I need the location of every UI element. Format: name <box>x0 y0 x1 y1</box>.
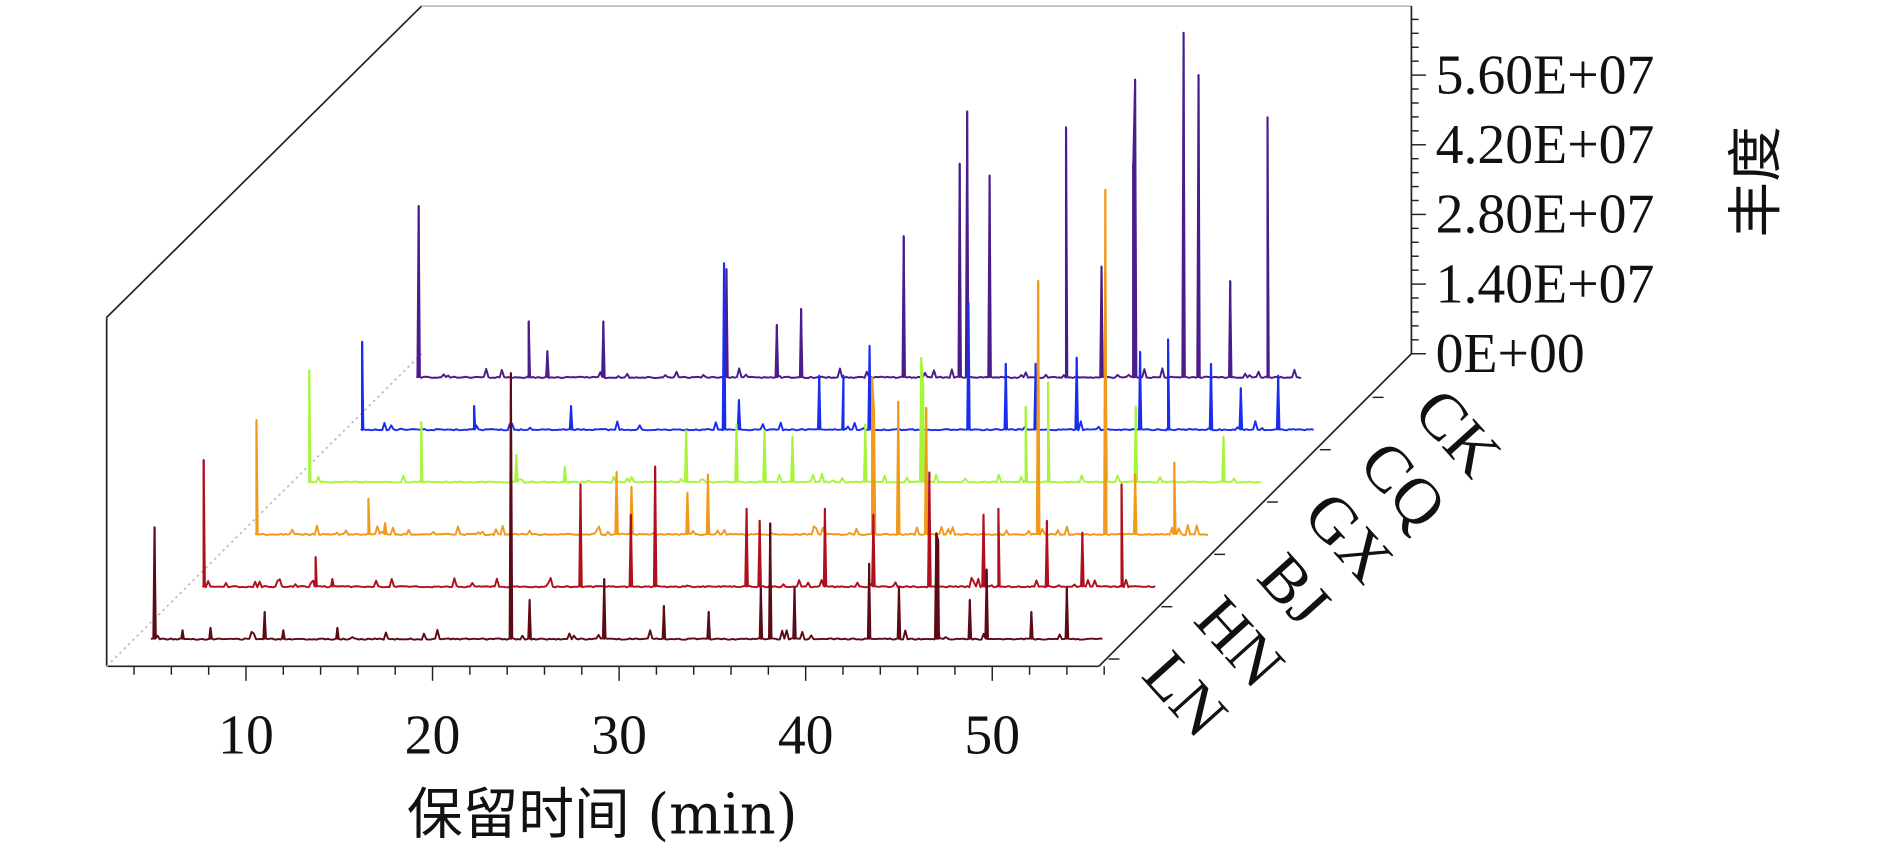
y-axis-ticks: 0E+00 1.40E+07 2.80E+07 4.20E+07 5.60E+07 <box>1411 18 1655 385</box>
series-cq <box>360 262 1314 432</box>
x-tick-label: 50 <box>964 705 1020 767</box>
series-ln <box>150 372 1103 641</box>
series-group <box>150 31 1314 641</box>
series-line-bj <box>254 188 1209 536</box>
y-tick-label: 1.40E+07 <box>1436 253 1655 315</box>
left-floor-edge <box>106 353 423 667</box>
series-hn <box>201 459 1156 589</box>
y-tick-label: 5.60E+07 <box>1436 44 1655 106</box>
depth-axis-ticks <box>1108 396 1384 660</box>
x-axis-title: 保留时间 (min) <box>407 782 798 847</box>
right-floor-edge <box>1098 353 1413 667</box>
x-tick-label: 40 <box>778 705 834 767</box>
series-bj <box>254 188 1209 536</box>
series-line-cq <box>360 262 1314 432</box>
series-line-hn <box>201 459 1156 589</box>
y-tick-label: 2.80E+07 <box>1436 184 1655 246</box>
y-tick-label: 0E+00 <box>1436 323 1585 385</box>
y-tick-label: 4.20E+07 <box>1436 114 1655 176</box>
y-axis-title: 丰度 <box>1724 126 1789 237</box>
x-tick-label: 20 <box>405 705 461 767</box>
series-ck <box>415 31 1302 379</box>
x-tick-label: 10 <box>218 705 274 767</box>
series-line-ck <box>415 31 1302 379</box>
left-top-edge <box>106 5 423 319</box>
axes-frame <box>105 5 1413 668</box>
x-tick-label: 30 <box>591 705 647 767</box>
series-line-ln <box>150 372 1103 641</box>
x-axis-ticks: 10 20 30 40 50 <box>133 666 1105 767</box>
